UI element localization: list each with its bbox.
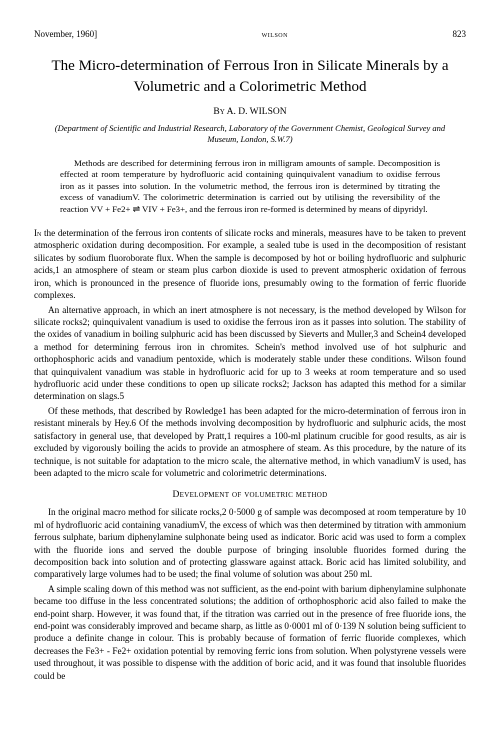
article-title: The Micro-determination of Ferrous Iron … bbox=[34, 56, 466, 98]
body-paragraph-1: In the determination of the ferrous iron… bbox=[34, 227, 466, 302]
running-header: November, 1960] wilson 823 bbox=[34, 28, 466, 40]
section-heading: Development of volumetric method bbox=[34, 489, 466, 502]
byline: By A. D. WILSON bbox=[34, 106, 466, 119]
abstract: Methods are described for determining fe… bbox=[60, 158, 440, 215]
body-paragraph-3: Of these methods, that described by Rowl… bbox=[34, 405, 466, 480]
header-author: wilson bbox=[262, 28, 288, 40]
dev-paragraph-1: In the original macro method for silicat… bbox=[34, 506, 466, 581]
dev-paragraph-2: A simple scaling down of this method was… bbox=[34, 583, 466, 682]
body-paragraph-2: An alternative approach, in which an ine… bbox=[34, 304, 466, 403]
affiliation: (Department of Scientific and Industrial… bbox=[34, 123, 466, 146]
abstract-text: Methods are described for determining fe… bbox=[60, 158, 440, 215]
header-date: November, 1960] bbox=[34, 28, 97, 40]
page-number: 823 bbox=[453, 28, 467, 40]
p1-rest: the determination of the ferrous iron co… bbox=[34, 228, 466, 300]
